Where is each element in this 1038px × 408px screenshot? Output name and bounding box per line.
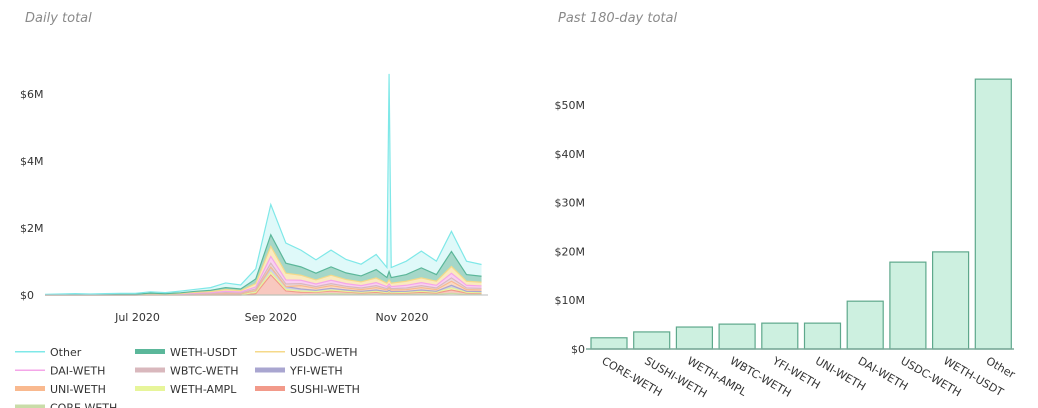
bar-core-weth <box>590 337 628 350</box>
bar-weth-ampl <box>675 326 714 350</box>
legend-label: CORE-WETH <box>50 402 117 408</box>
y-tick-label: $4M <box>20 155 44 168</box>
y-tick-label: $20M <box>555 245 586 258</box>
legend-label: USDC-WETH <box>290 346 358 359</box>
right-chart-subtitle: Past 180-day total <box>558 11 678 26</box>
line-weth-usdt <box>44 233 482 296</box>
legend-label: WBTC-WETH <box>170 365 239 378</box>
legend-swatch-yfi-weth <box>255 367 285 373</box>
bar-weth-usdt <box>931 251 970 350</box>
y-tick-label: $2M <box>20 222 44 235</box>
bar-wbtc-weth <box>718 323 756 350</box>
left-chart-subtitle: Daily total <box>25 11 92 26</box>
y-tick-label: $50M <box>555 99 586 112</box>
y-tick-label: $6M <box>20 88 44 101</box>
legend-label: WETH-AMPL <box>170 383 237 396</box>
x-tick-label: Sep 2020 <box>245 311 297 324</box>
legend-label: WETH-USDT <box>170 346 237 359</box>
bar-other <box>974 78 1012 350</box>
legend-swatch-weth-ampl <box>135 386 165 391</box>
area-wbtc-weth <box>45 263 482 295</box>
legend-swatch-uni-weth <box>15 386 45 391</box>
legend-swatch-usdc-weth <box>255 351 285 353</box>
bar-dai-weth <box>846 300 884 350</box>
bar-yfi-weth <box>761 322 799 350</box>
legend-swatch-other <box>15 351 45 353</box>
legend-swatch-weth-usdt <box>135 349 165 354</box>
area-other <box>45 73 482 295</box>
area-yfi-weth <box>45 267 482 295</box>
legend-swatch-dai-weth <box>15 369 45 371</box>
legend-label: SUSHI-WETH <box>290 383 360 396</box>
x-tick-label: Nov 2020 <box>375 311 428 324</box>
line-other <box>44 73 482 295</box>
legend-swatch-core-weth <box>15 404 45 408</box>
legend-label: Other <box>50 346 82 359</box>
legend-label: YFI-WETH <box>289 365 343 378</box>
x-tick-label: Jul 2020 <box>114 311 160 324</box>
bar-sushi-weth <box>633 331 671 350</box>
y-tick-label: $40M <box>555 148 586 161</box>
legend-label: UNI-WETH <box>50 383 106 396</box>
legend-swatch-sushi-weth <box>255 386 285 391</box>
y-tick-label: $0 <box>571 343 585 356</box>
y-tick-label: $10M <box>555 294 586 307</box>
y-tick-label: $30M <box>555 197 586 210</box>
bar-uni-weth <box>803 322 842 350</box>
legend-swatch-wbtc-weth <box>135 367 165 373</box>
bar-usdc-weth <box>889 261 927 350</box>
y-tick-label: $0 <box>20 289 34 302</box>
legend-label: DAI-WETH <box>50 365 105 378</box>
